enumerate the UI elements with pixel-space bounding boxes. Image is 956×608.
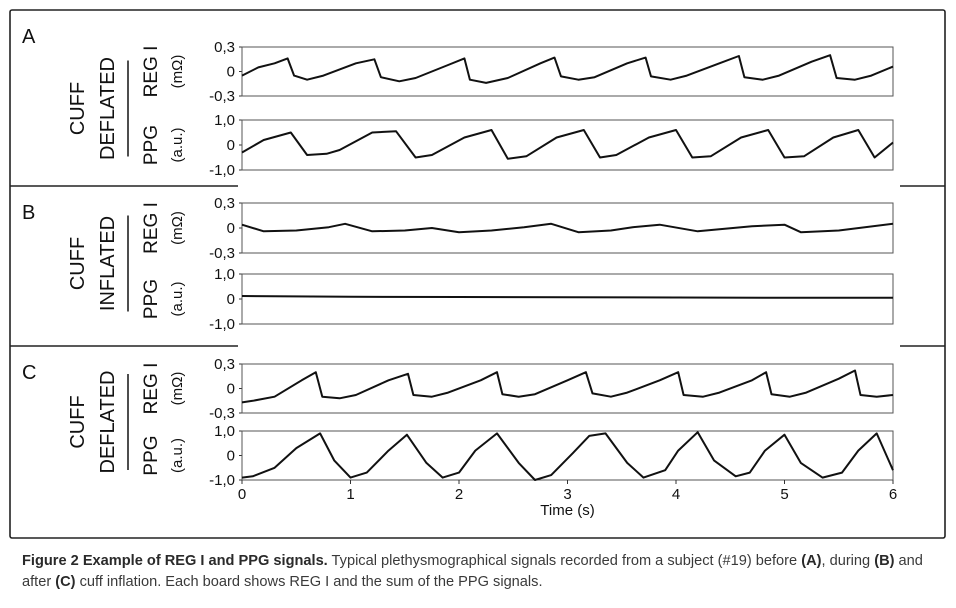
condition-label: DEFLATED bbox=[97, 371, 119, 474]
figure-caption: Figure 2 Example of REG I and PPG signal… bbox=[22, 551, 952, 593]
signal-trace bbox=[241, 431, 894, 481]
plethysmography-chart: A CUFF DEFLATED REG I (mΩ) 0,3 0 -0,3 PPG (a.u.) 1… bbox=[9, 9, 946, 539]
y-tick-label: 1,0 bbox=[214, 112, 235, 129]
y-tick-label: 0 bbox=[227, 64, 235, 81]
y-tick-label: -0,3 bbox=[209, 88, 235, 105]
signal-unit: (a.u.) bbox=[169, 127, 186, 162]
condition-label: CUFF bbox=[67, 82, 89, 135]
condition-label: CUFF bbox=[67, 395, 89, 448]
x-tick-label: 2 bbox=[455, 486, 463, 503]
y-tick-label: 0,3 bbox=[214, 356, 235, 373]
plot-box bbox=[241, 430, 894, 481]
signal-name: PPG bbox=[141, 125, 162, 165]
y-tick-label: 1,0 bbox=[214, 266, 235, 283]
signal-trace bbox=[241, 222, 894, 234]
signal-unit: (mΩ) bbox=[169, 372, 186, 406]
y-tick-label: -1,0 bbox=[209, 162, 235, 179]
signal-unit: (a.u.) bbox=[169, 281, 186, 316]
signal-trace bbox=[241, 295, 893, 299]
y-tick-label: 0 bbox=[227, 137, 235, 154]
signal-unit: (mΩ) bbox=[169, 55, 186, 89]
x-tick-label: 1 bbox=[346, 486, 354, 503]
y-tick-label: -0,3 bbox=[209, 405, 235, 422]
caption-label-a: (A) bbox=[801, 553, 822, 569]
caption-text-1: Typical plethysmographical signals recor… bbox=[327, 553, 802, 569]
board-label: C bbox=[22, 362, 36, 384]
condition-label: DEFLATED bbox=[97, 57, 119, 160]
signal-name: REG I bbox=[141, 202, 162, 254]
y-tick-label: -1,0 bbox=[209, 316, 235, 333]
y-tick-label: 1,0 bbox=[214, 423, 235, 440]
plot-box bbox=[241, 46, 894, 97]
signal-name: PPG bbox=[141, 435, 162, 475]
condition-label: INFLATED bbox=[97, 216, 119, 311]
signal-name: REG I bbox=[141, 46, 162, 98]
signal-name: REG I bbox=[141, 363, 162, 415]
board-label: A bbox=[22, 26, 36, 48]
y-tick-label: 0,3 bbox=[214, 39, 235, 56]
signal-unit: (mΩ) bbox=[169, 211, 186, 245]
plot-box bbox=[241, 202, 894, 254]
x-tick-label: 4 bbox=[672, 486, 680, 503]
y-tick-label: 0 bbox=[227, 448, 235, 465]
caption-label-c: (C) bbox=[55, 574, 76, 590]
condition-label: CUFF bbox=[67, 237, 89, 290]
y-tick-label: 0,3 bbox=[214, 195, 235, 212]
y-tick-label: -0,3 bbox=[209, 245, 235, 262]
plot-box bbox=[241, 273, 894, 325]
signal-unit: (a.u.) bbox=[169, 438, 186, 473]
x-tick-label: 0 bbox=[238, 486, 246, 503]
y-tick-label: 0 bbox=[227, 291, 235, 308]
caption-text-3: and after bbox=[22, 553, 923, 590]
signal-trace bbox=[241, 129, 894, 160]
x-tick-label: 5 bbox=[780, 486, 788, 503]
x-tick-label: 6 bbox=[889, 486, 897, 503]
figure-frame bbox=[9, 9, 946, 539]
x-tick-label: 3 bbox=[563, 486, 571, 503]
caption-text-4: cuff inflation. Each board shows REG I a… bbox=[75, 574, 543, 590]
board-label: B bbox=[22, 202, 35, 224]
caption-text-2: , during bbox=[821, 553, 875, 569]
signal-trace bbox=[241, 369, 894, 404]
signal-trace bbox=[241, 54, 894, 84]
plot-box bbox=[241, 119, 894, 171]
signal-name: PPG bbox=[141, 279, 162, 319]
y-tick-label: -1,0 bbox=[209, 472, 235, 489]
y-tick-label: 0 bbox=[227, 381, 235, 398]
caption-title: Figure 2 Example of REG I and PPG signal… bbox=[22, 553, 328, 569]
x-axis-label: Time (s) bbox=[540, 502, 594, 519]
y-tick-label: 0 bbox=[227, 220, 235, 237]
caption-label-b: (B) bbox=[874, 553, 895, 569]
plot-box bbox=[241, 363, 894, 414]
